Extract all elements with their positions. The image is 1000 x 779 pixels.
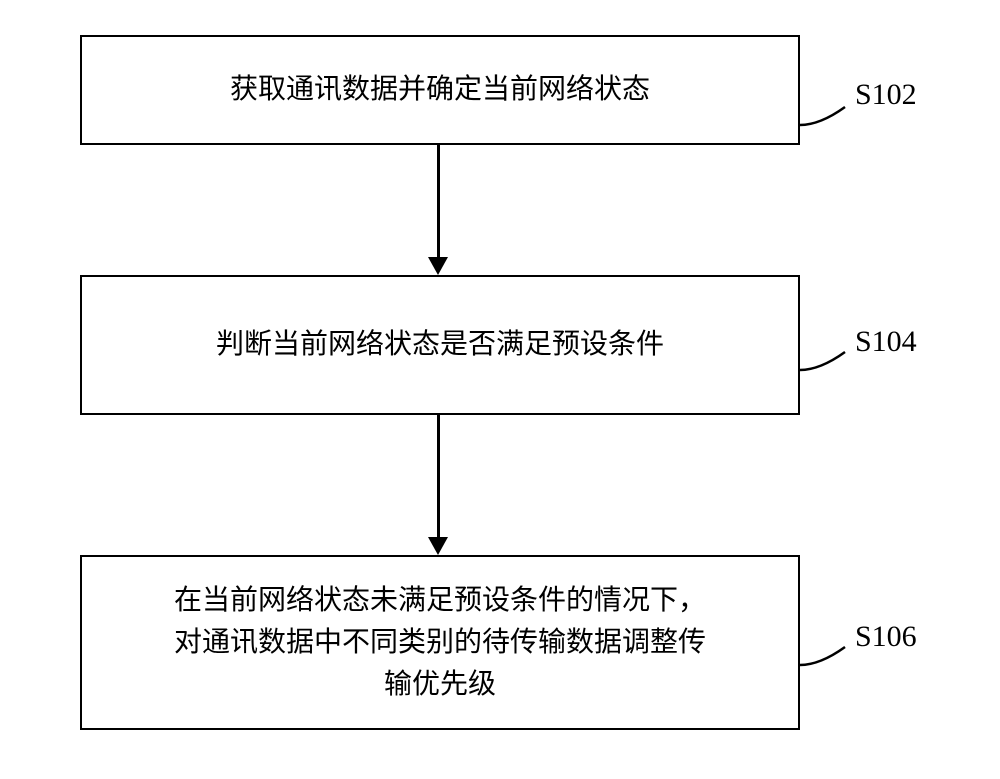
connector-1 [800, 95, 855, 135]
node-1-label: S102 [855, 78, 917, 112]
arrow-1-head [428, 257, 448, 275]
node-2-label: S104 [855, 325, 917, 359]
connector-3 [800, 635, 855, 675]
flowchart-node-1: 获取通讯数据并确定当前网络状态 [80, 35, 800, 145]
arrow-1-line [437, 145, 440, 257]
node-2-text: 判断当前网络状态是否满足预设条件 [216, 324, 664, 366]
connector-2 [800, 340, 855, 380]
flowchart-node-3: 在当前网络状态未满足预设条件的情况下， 对通讯数据中不同类别的待传输数据调整传 … [80, 555, 800, 730]
node-3-label: S106 [855, 620, 917, 654]
flowchart-node-2: 判断当前网络状态是否满足预设条件 [80, 275, 800, 415]
arrow-2-line [437, 415, 440, 537]
flowchart-container: 获取通讯数据并确定当前网络状态 S102 判断当前网络状态是否满足预设条件 S1… [0, 0, 1000, 779]
arrow-2-head [428, 537, 448, 555]
node-1-text: 获取通讯数据并确定当前网络状态 [230, 69, 650, 111]
node-3-text: 在当前网络状态未满足预设条件的情况下， 对通讯数据中不同类别的待传输数据调整传 … [174, 580, 706, 706]
